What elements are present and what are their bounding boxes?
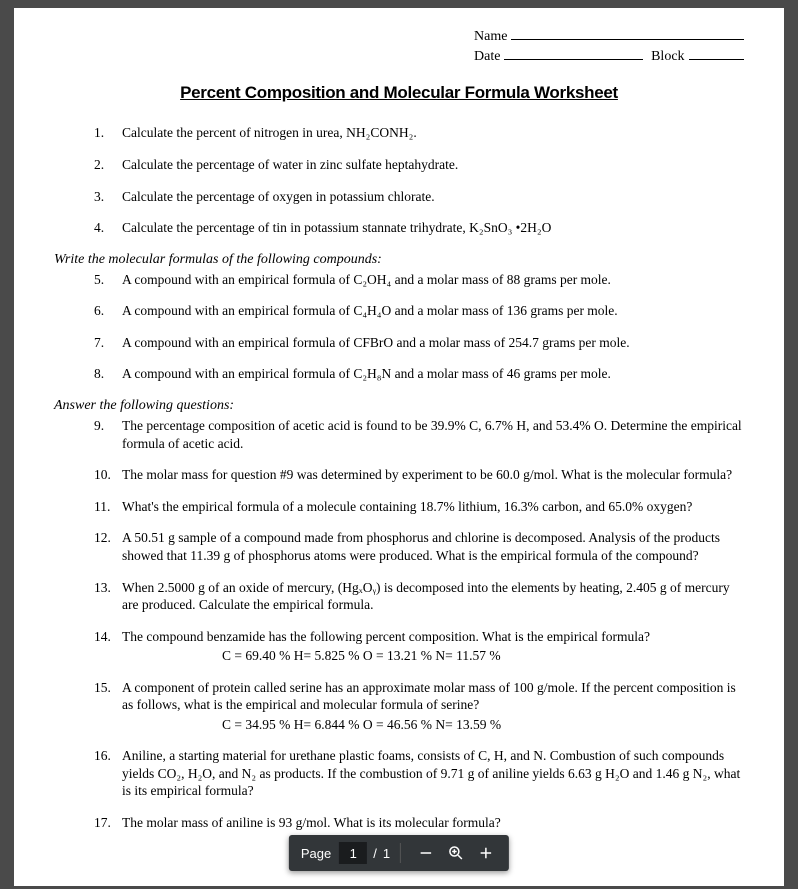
- q-text: A compound with an empirical formula of …: [122, 302, 744, 320]
- q-num: 14.: [94, 628, 122, 665]
- document-page: Name Date Block Percent Composition and …: [14, 8, 784, 886]
- q-num: 5.: [94, 271, 122, 289]
- question-list-c: 9.The percentage composition of acetic a…: [94, 417, 744, 831]
- pdf-toolbar: Page / 1: [289, 835, 509, 871]
- date-blank: [504, 59, 643, 60]
- q-num: 7.: [94, 334, 122, 352]
- minus-icon: [417, 844, 435, 862]
- plus-icon: [477, 844, 495, 862]
- page-separator: /: [373, 846, 377, 861]
- q-num: 3.: [94, 188, 122, 206]
- q-num: 9.: [94, 417, 122, 452]
- name-blank: [511, 39, 744, 40]
- q-num: 10.: [94, 466, 122, 484]
- q-text: A compound with an empirical formula of …: [122, 334, 744, 352]
- q-text: The molar mass for question #9 was deter…: [122, 466, 744, 484]
- q-num: 16.: [94, 747, 122, 800]
- q-num: 12.: [94, 529, 122, 564]
- page-label: Page: [301, 846, 331, 861]
- q-text: A 50.51 g sample of a compound made from…: [122, 529, 744, 564]
- q-text: Calculate the percent of nitrogen in ure…: [122, 124, 744, 142]
- q-num: 4.: [94, 219, 122, 237]
- name-label: Name: [474, 28, 507, 46]
- q-text: A compound with an empirical formula of …: [122, 365, 744, 383]
- q-body: The compound benzamide has the following…: [122, 629, 650, 644]
- zoom-out-button[interactable]: [411, 840, 441, 866]
- q-body: A component of protein called serine has…: [122, 680, 736, 713]
- q-data: C = 69.40 % H= 5.825 % O = 13.21 % N= 11…: [222, 647, 744, 665]
- q-text: The compound benzamide has the following…: [122, 628, 744, 665]
- question-list-b: 5.A compound with an empirical formula o…: [94, 271, 744, 383]
- block-label: Block: [651, 48, 684, 66]
- q-num: 13.: [94, 579, 122, 614]
- page-number-input[interactable]: [339, 842, 367, 864]
- q-text: A compound with an empirical formula of …: [122, 271, 744, 289]
- header-fields: Name Date Block: [474, 28, 744, 66]
- q-text: Calculate the percentage of tin in potas…: [122, 219, 744, 237]
- q-num: 8.: [94, 365, 122, 383]
- q-data: C = 34.95 % H= 6.844 % O = 46.56 % N= 13…: [222, 716, 744, 734]
- q-text: What's the empirical formula of a molecu…: [122, 498, 744, 516]
- q-num: 11.: [94, 498, 122, 516]
- zoom-in-button[interactable]: [471, 840, 501, 866]
- q-text: Calculate the percentage of water in zin…: [122, 156, 744, 174]
- q-text: The molar mass of aniline is 93 g/mol. W…: [122, 814, 744, 832]
- section-b-heading: Write the molecular formulas of the foll…: [54, 251, 744, 269]
- q-num: 1.: [94, 124, 122, 142]
- q-text: Aniline, a starting material for urethan…: [122, 747, 744, 800]
- date-label: Date: [474, 48, 500, 66]
- q-text: A component of protein called serine has…: [122, 679, 744, 734]
- question-list-a: 1.Calculate the percent of nitrogen in u…: [94, 124, 744, 236]
- block-blank: [689, 59, 744, 60]
- zoom-icon: [447, 844, 465, 862]
- worksheet-title: Percent Composition and Molecular Formul…: [54, 82, 744, 104]
- toolbar-divider: [400, 843, 401, 863]
- section-c-heading: Answer the following questions:: [54, 397, 744, 415]
- q-num: 15.: [94, 679, 122, 734]
- q-num: 2.: [94, 156, 122, 174]
- total-pages: 1: [383, 846, 390, 861]
- q-text: When 2.5000 g of an oxide of mercury, (H…: [122, 579, 744, 614]
- q-text: Calculate the percentage of oxygen in po…: [122, 188, 744, 206]
- q-num: 17.: [94, 814, 122, 832]
- q-text: The percentage composition of acetic aci…: [122, 417, 744, 452]
- zoom-reset-button[interactable]: [441, 840, 471, 866]
- q-num: 6.: [94, 302, 122, 320]
